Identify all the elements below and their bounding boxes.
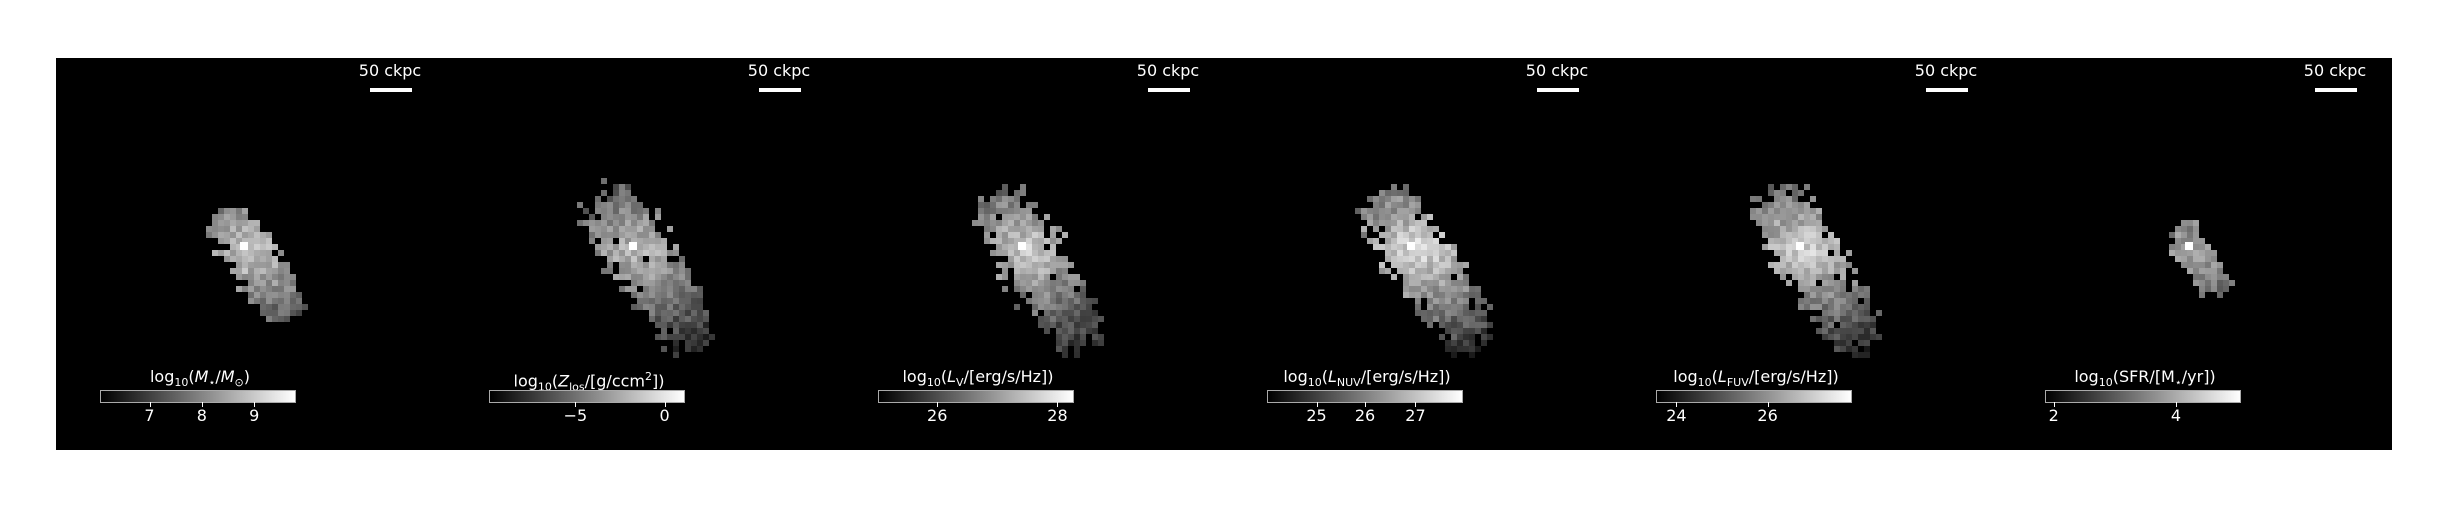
galaxy-map-strip: 50 ckpc log10(M⋆/M⊙) 7 8 9 50 ckpc log10(Zlos/… xyxy=(56,58,2392,450)
map-panel-v-band: 50 ckpc log10(LV/[erg/s/Hz]) 26 28 xyxy=(834,58,1223,450)
colorbar-tick-label: 9 xyxy=(249,406,260,425)
scale-label: 50 ckpc xyxy=(2303,61,2367,80)
scale-label: 50 ckpc xyxy=(1914,61,1978,80)
scale-line xyxy=(370,88,412,92)
colorbar-label: log10(LNUV/[erg/s/Hz]) xyxy=(1283,367,1451,390)
colorbar-tick-label: 26 xyxy=(927,406,948,425)
colorbar-gradient xyxy=(100,390,296,403)
colorbar-label: log10(LV/[erg/s/Hz]) xyxy=(902,367,1054,390)
colorbar-tick-label: 28 xyxy=(1047,406,1068,425)
colorbar-label: log10(Zlos/[g/ccm2]) xyxy=(513,370,665,394)
scale-label: 50 ckpc xyxy=(1136,61,1200,80)
colorbar-gradient xyxy=(2045,390,2241,403)
colorbar-label: log10(LFUV/[erg/s/Hz]) xyxy=(1673,367,1839,390)
scale-bar: 50 ckpc xyxy=(744,62,814,98)
galaxy-image xyxy=(1355,184,1493,358)
colorbar-tick-label: 24 xyxy=(1666,406,1687,425)
map-panel-stellar-mass: 50 ckpc log10(M⋆/M⊙) 7 8 9 xyxy=(56,58,445,450)
colorbar-tick xyxy=(1767,402,1769,407)
scale-line xyxy=(1148,88,1190,92)
colorbar-tick-label: 7 xyxy=(144,406,155,425)
colorbar-tick xyxy=(1365,402,1366,407)
colorbar-tick xyxy=(149,402,151,407)
colorbar-tick xyxy=(201,402,203,407)
colorbar-tick-label: 26 xyxy=(1354,406,1376,425)
scale-bar: 50 ckpc xyxy=(1911,62,1981,98)
scale-bar: 50 ckpc xyxy=(2300,62,2370,98)
colorbar-tick-label: 25 xyxy=(1306,406,1327,425)
colorbar-tick xyxy=(575,402,577,407)
colorbar-gradient xyxy=(489,390,685,403)
scale-bar: 50 ckpc xyxy=(1133,62,1203,98)
galaxy-image xyxy=(577,178,715,358)
colorbar-label: log10(M⋆/M⊙) xyxy=(149,367,250,390)
colorbar-tick xyxy=(2175,402,2177,407)
colorbar: log10(SFR/[M⋆/yr]) 2 4 xyxy=(2045,367,2245,425)
colorbar-gradient xyxy=(878,390,1074,403)
map-panel-metallicity: 50 ckpc log10(Zlos/[g/ccm2]) −5 0 xyxy=(445,58,834,450)
colorbar-tick xyxy=(2053,402,2055,407)
colorbar: log10(Zlos/[g/ccm2]) −5 0 xyxy=(489,368,689,424)
scale-label: 50 ckpc xyxy=(747,61,811,80)
map-panel-nuv: 50 ckpc log10(LNUV/[erg/s/Hz]) 25 26 27 xyxy=(1223,58,1612,450)
colorbar-tick xyxy=(1676,402,1678,407)
colorbar: log10(M⋆/M⊙) 7 8 9 xyxy=(100,367,300,425)
scale-label: 50 ckpc xyxy=(1525,61,1589,80)
colorbar-gradient xyxy=(1656,390,1852,403)
colorbar-tick-label: 2 xyxy=(2048,406,2059,425)
colorbar-tick xyxy=(254,402,256,407)
colorbar-tick-label: 4 xyxy=(2170,406,2182,425)
colorbar-tick xyxy=(664,402,666,407)
scale-line xyxy=(1537,88,1579,92)
colorbar-tick-label: 26 xyxy=(1757,406,1778,425)
colorbar-tick xyxy=(937,402,939,407)
scale-line xyxy=(759,88,801,92)
colorbar-tick xyxy=(1057,402,1059,407)
scale-line xyxy=(1926,88,1968,92)
colorbar: log10(LV/[erg/s/Hz]) 26 28 xyxy=(878,367,1078,425)
galaxy-image xyxy=(2169,220,2235,298)
scale-line xyxy=(2315,88,2357,92)
colorbar-tick xyxy=(1415,402,1417,407)
colorbar-tick-label: −5 xyxy=(563,406,588,425)
map-panel-sfr: 50 ckpc log10(SFR/[M⋆/yr]) 2 4 xyxy=(2001,58,2390,450)
colorbar-tick-label: 8 xyxy=(196,406,207,425)
scale-label: 50 ckpc xyxy=(358,61,422,80)
scale-bar: 50 ckpc xyxy=(355,62,425,98)
colorbar-tick-label: 27 xyxy=(1405,406,1426,425)
colorbar: log10(LFUV/[erg/s/Hz]) 24 26 xyxy=(1656,367,1856,425)
scale-bar: 50 ckpc xyxy=(1522,62,1592,98)
galaxy-image xyxy=(972,184,1104,358)
colorbar-tick-label: 0 xyxy=(659,406,670,425)
galaxy-image xyxy=(206,208,308,322)
colorbar-tick xyxy=(1316,402,1318,407)
colorbar-label: log10(SFR/[M⋆/yr]) xyxy=(2074,367,2216,390)
colorbar: log10(LNUV/[erg/s/Hz]) 25 26 27 xyxy=(1267,367,1467,425)
map-panel-fuv: 50 ckpc log10(LFUV/[erg/s/Hz]) 24 26 xyxy=(1612,58,2001,450)
galaxy-image xyxy=(1750,184,1882,358)
